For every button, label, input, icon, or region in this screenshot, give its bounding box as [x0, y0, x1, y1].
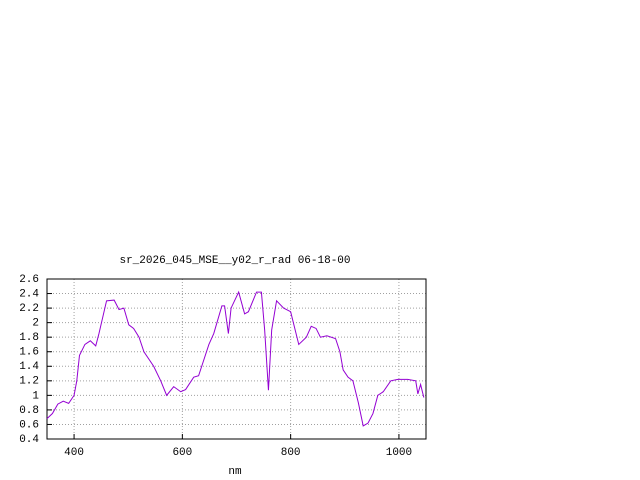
chart-title: sr_2026_045_MSE__y02_r_rad 06-18-00: [119, 255, 350, 267]
y-tick-label: 1.4: [19, 361, 39, 373]
y-tick-label: 2.2: [19, 303, 39, 315]
y-tick-label: 2: [32, 318, 39, 330]
y-tick-label: 2.6: [19, 274, 39, 286]
y-tick-label: 1.8: [19, 332, 39, 344]
y-tick-label: 1.2: [19, 376, 39, 388]
x-tick-label: 400: [64, 447, 84, 459]
y-tick-label: 0.6: [19, 419, 39, 431]
y-tick-label: 1: [32, 390, 39, 402]
y-tick-label: 2.4: [19, 288, 39, 300]
x-tick-label: 800: [281, 447, 301, 459]
plot-frame: [46, 278, 427, 440]
x-tick-label: 1000: [386, 447, 412, 459]
data-line: [46, 290, 425, 427]
x-axis-label: nm: [228, 466, 242, 478]
x-tick-label: 600: [172, 447, 192, 459]
y-tick-label: 1.6: [19, 347, 39, 359]
y-tick-label: 0.4: [19, 434, 39, 446]
y-tick-label: 0.8: [19, 405, 39, 417]
